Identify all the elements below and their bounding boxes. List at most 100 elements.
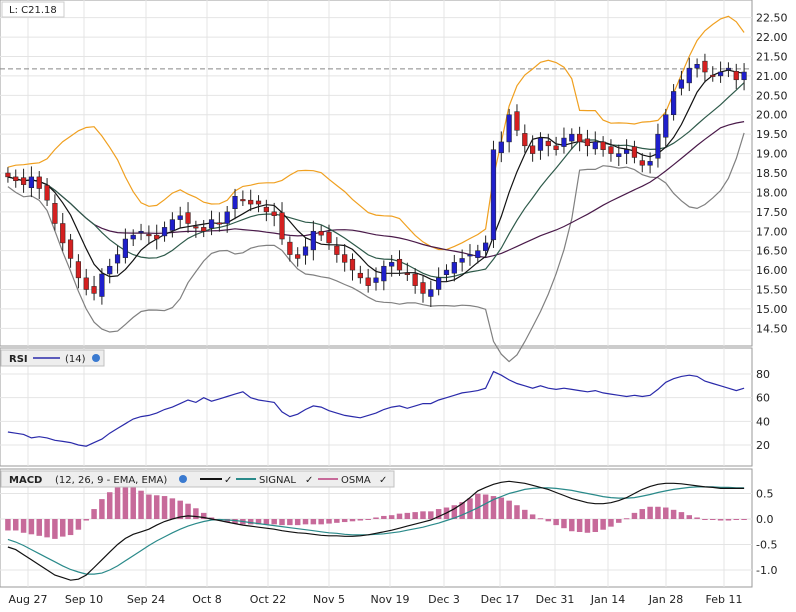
osma-bar (44, 519, 50, 538)
candle-body (678, 79, 685, 89)
osma-bar (592, 519, 599, 533)
osma-bar (161, 496, 168, 519)
candle-body (138, 231, 144, 234)
candle-body (553, 145, 559, 150)
candle-body (349, 258, 356, 271)
last-price-box (1, 1, 65, 18)
osma-bar (686, 515, 693, 519)
candle-body (537, 137, 544, 151)
osma-bar (83, 519, 89, 521)
macd-series (5, 480, 747, 581)
rsi-tick-label: 80 (756, 368, 770, 381)
osma-bar (318, 519, 324, 525)
axis-labels: Aug 27 Sep 10 Sep 24 Oct 8 Oct 22 Nov 5 Nov 19… (9, 12, 788, 606)
candle-body (91, 286, 97, 294)
candle-body (44, 185, 50, 201)
osma-check-icon[interactable]: ✓ (379, 475, 387, 486)
price-tick-label: 19.50 (756, 128, 788, 141)
osma-bar (428, 511, 434, 519)
osma-bar (294, 519, 301, 526)
macd-tick-label: -0.5 (756, 539, 777, 552)
osma-bar (584, 519, 591, 533)
price-tick-label: 18.00 (756, 186, 788, 199)
osma-bar (208, 517, 215, 519)
osma-bar (185, 503, 191, 519)
macd-settings-icon[interactable] (179, 475, 187, 483)
lower-band-line (7, 132, 745, 363)
candle-body (5, 172, 11, 178)
candle-body (381, 265, 387, 282)
candle-body (240, 199, 246, 202)
price-tick-label: 21.00 (756, 70, 788, 83)
price-tick-label: 21.50 (756, 50, 788, 63)
osma-bar (91, 509, 97, 519)
candle-body (404, 272, 410, 275)
price-tick-label: 15.00 (756, 303, 788, 316)
price-tick-label: 20.00 (756, 109, 788, 122)
osma-bar (263, 519, 270, 525)
date-tick-label: Dec 31 (536, 593, 575, 606)
osma-bar (36, 519, 42, 536)
osma-bar (271, 519, 277, 525)
candle-body (310, 231, 316, 251)
mid-ma-line (7, 82, 745, 279)
candle-body (702, 60, 708, 73)
rsi-tick-label: 60 (756, 392, 770, 405)
candle-body (232, 196, 238, 209)
rsi-settings-icon[interactable] (92, 354, 100, 362)
price-tick-label: 19.00 (756, 148, 788, 161)
osma-bar (506, 500, 512, 519)
osma-bar (349, 519, 356, 522)
candle-body (357, 272, 363, 279)
osma-bar (717, 519, 724, 521)
candle-body (208, 219, 215, 229)
osma-label: OSMA (341, 475, 371, 486)
rsi-tick-label: 20 (756, 439, 770, 452)
price-tick-label: 15.50 (756, 284, 788, 297)
osma-bar (130, 486, 136, 519)
osma-bar (420, 511, 426, 519)
candle-body (592, 141, 598, 150)
signal-check-icon[interactable]: ✓ (305, 475, 313, 486)
date-tick-label: Sep 24 (127, 593, 165, 606)
osma-bar (412, 512, 418, 519)
candle-body (741, 71, 747, 81)
osma-bar (694, 517, 700, 519)
osma-bar (279, 519, 285, 526)
osma-bar (381, 515, 387, 519)
osma-bar (639, 509, 646, 519)
rsi-line (7, 370, 745, 447)
candle-body (436, 277, 442, 290)
candle-body (216, 222, 222, 225)
osma-bar (20, 519, 27, 533)
candle-body (20, 177, 27, 185)
price-tick-label: 22.50 (756, 12, 788, 25)
price-tick-label: 22.00 (756, 31, 788, 44)
rsi-tick-label: 40 (756, 415, 770, 428)
osma-bar (106, 492, 113, 519)
candle-body (624, 149, 630, 154)
candle-body (569, 133, 575, 142)
macd-tick-label: -1.0 (756, 564, 777, 577)
osma-bar (255, 519, 262, 525)
osma-bar (741, 519, 747, 520)
candle-body (475, 250, 481, 258)
long-ma-line (7, 121, 745, 259)
upper-band-line (7, 15, 745, 251)
date-tick-label: Nov 19 (371, 593, 410, 606)
candle-body (663, 114, 669, 138)
date-tick-label: Jan 14 (590, 593, 625, 606)
candle-body (114, 254, 121, 264)
osma-bar (647, 506, 653, 519)
osma-bar (498, 497, 505, 519)
candle-body (185, 212, 191, 224)
candle-body (154, 234, 160, 240)
date-tick-label: Oct 8 (192, 593, 222, 606)
osma-bar (5, 519, 11, 531)
macd-check-icon[interactable]: ✓ (224, 475, 232, 486)
osma-bar (537, 518, 544, 520)
candle-body (420, 282, 426, 294)
candle-body (671, 91, 677, 115)
osma-bar (631, 512, 638, 519)
